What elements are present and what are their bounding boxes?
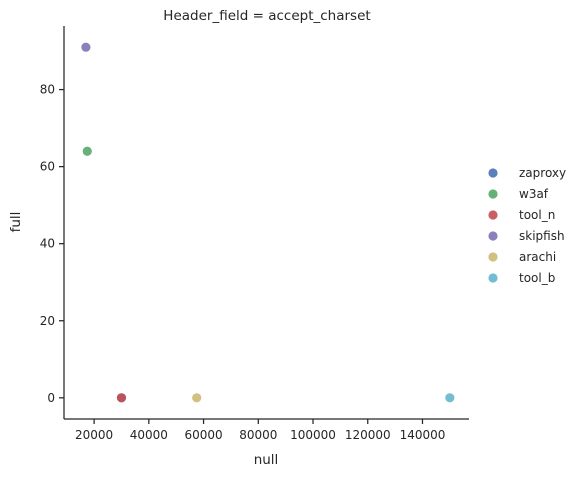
legend-label-w3af: w3af bbox=[519, 187, 549, 201]
x-tick-label: 140000 bbox=[400, 428, 446, 442]
data-point-arachi bbox=[192, 393, 202, 403]
legend: zaproxy w3af tool_n skipfish arachi tool_b bbox=[488, 166, 566, 285]
data-points bbox=[81, 42, 455, 403]
x-tick-label: 60000 bbox=[184, 428, 222, 442]
x-axis-ticks: 20000 40000 60000 80000 100000 120000 140000 bbox=[75, 419, 445, 442]
legend-marker-tool_b bbox=[488, 273, 498, 283]
x-tick-label: 40000 bbox=[130, 428, 168, 442]
y-tick-label: 80 bbox=[40, 83, 55, 97]
legend-marker-zaproxy bbox=[488, 168, 498, 178]
data-point-tool_n bbox=[116, 393, 127, 403]
data-point-skipfish bbox=[81, 42, 91, 52]
x-tick-label: 80000 bbox=[239, 428, 277, 442]
y-axis-ticks: 0 20 40 60 80 bbox=[40, 83, 64, 405]
legend-label-arachi: arachi bbox=[519, 250, 556, 264]
x-tick-label: 120000 bbox=[345, 428, 391, 442]
legend-label-zaproxy: zaproxy bbox=[519, 166, 566, 180]
legend-marker-tool_n bbox=[488, 210, 498, 220]
y-tick-label: 60 bbox=[40, 160, 55, 174]
x-tick-label: 100000 bbox=[290, 428, 336, 442]
y-tick-label: 0 bbox=[47, 391, 55, 405]
x-axis-label: null bbox=[254, 452, 279, 468]
legend-label-tool_b: tool_b bbox=[519, 271, 555, 285]
x-tick-label: 20000 bbox=[75, 428, 113, 442]
y-tick-label: 40 bbox=[40, 237, 55, 251]
y-axis-label: full bbox=[8, 212, 24, 233]
legend-marker-skipfish bbox=[488, 231, 498, 241]
y-tick-label: 20 bbox=[40, 314, 55, 328]
legend-label-skipfish: skipfish bbox=[519, 229, 565, 243]
legend-marker-arachi bbox=[488, 252, 498, 262]
data-point-w3af bbox=[82, 146, 92, 156]
data-point-tool_b bbox=[445, 393, 455, 403]
chart-title: Header_field = accept_charset bbox=[163, 8, 370, 24]
legend-label-tool_n: tool_n bbox=[519, 208, 555, 222]
legend-marker-w3af bbox=[488, 189, 498, 199]
